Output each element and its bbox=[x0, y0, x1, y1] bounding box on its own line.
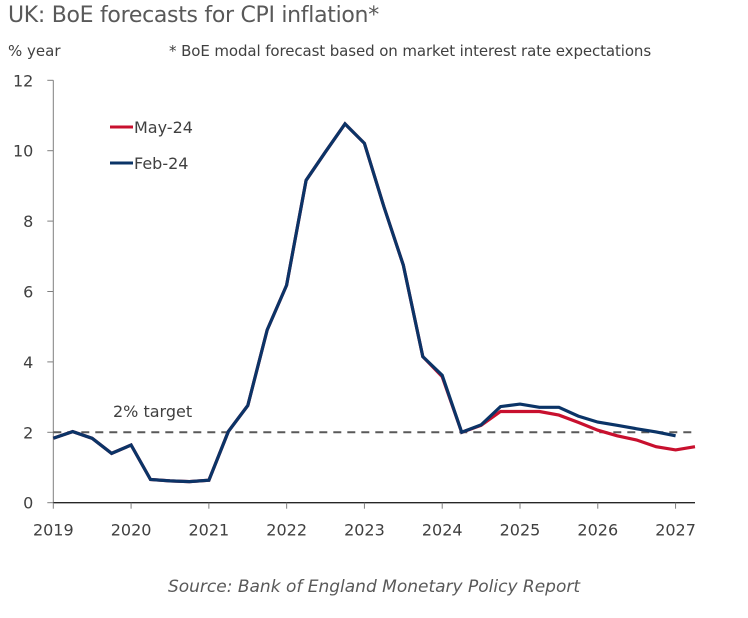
x-tick-label: 2025 bbox=[500, 521, 541, 540]
chart-footnote: * BoE modal forecast based on market int… bbox=[169, 42, 652, 60]
x-tick-label: 2019 bbox=[33, 521, 74, 540]
legend: May-24 Feb-24 bbox=[110, 118, 193, 173]
y-tick-label: 4 bbox=[23, 353, 33, 372]
target-line-label: 2% target bbox=[113, 402, 192, 421]
y-tick-label: 2 bbox=[23, 423, 33, 442]
x-tick-label: 2020 bbox=[111, 521, 152, 540]
y-tick-label: 6 bbox=[23, 283, 33, 302]
x-tick-label: 2022 bbox=[266, 521, 307, 540]
x-tick-label: 2021 bbox=[189, 521, 230, 540]
y-axis-label: % year bbox=[8, 42, 61, 60]
x-tick-label: 2023 bbox=[344, 521, 385, 540]
chart-title: UK: BoE forecasts for CPI inflation* bbox=[8, 3, 379, 28]
x-tick-label: 2027 bbox=[655, 521, 696, 540]
x-tick-label: 2024 bbox=[422, 521, 463, 540]
target-line-group: 2% target bbox=[53, 402, 695, 434]
y-tick-label: 10 bbox=[13, 142, 33, 161]
y-tick-label: 8 bbox=[23, 212, 33, 231]
axes: 0 2 4 6 8 10 12 2019 2020 2021 2022 2023 2024 2025 202… bbox=[13, 71, 696, 539]
series-lines bbox=[52, 121, 696, 484]
series-line-feb-24 bbox=[52, 121, 676, 484]
x-tick-label: 2026 bbox=[577, 521, 618, 540]
y-tick-label: 12 bbox=[13, 71, 33, 90]
legend-label: Feb-24 bbox=[134, 154, 188, 173]
source-note: Source: Bank of England Monetary Policy … bbox=[167, 577, 581, 597]
legend-label: May-24 bbox=[134, 118, 193, 137]
y-tick-label: 0 bbox=[23, 494, 33, 513]
